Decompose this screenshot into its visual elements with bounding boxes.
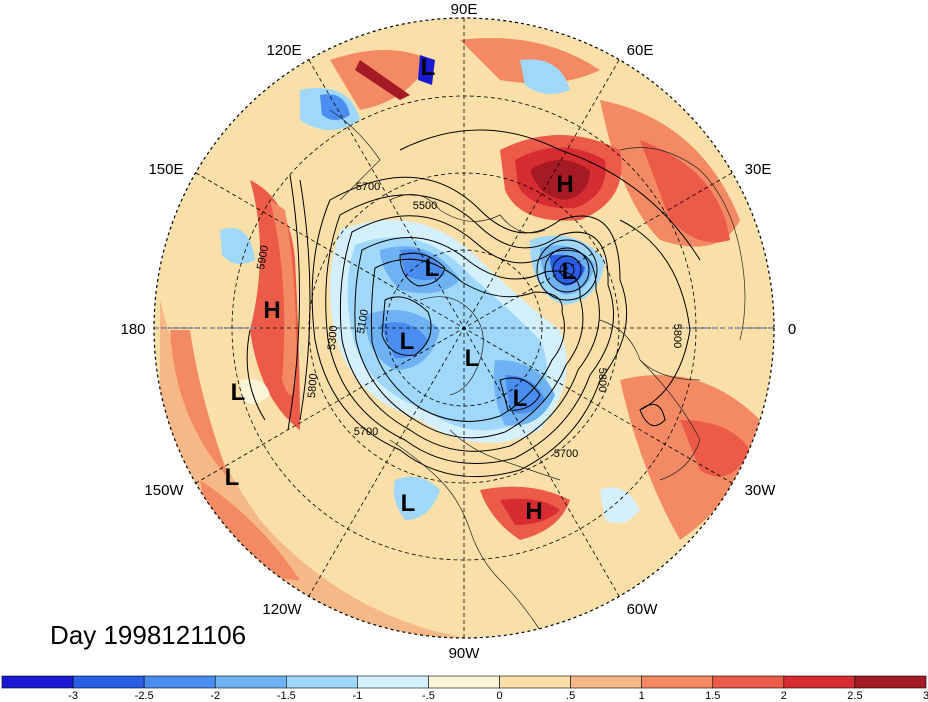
lon-label: 90W — [449, 645, 481, 662]
lon-label: 150E — [148, 161, 183, 178]
colorbar-swatch — [214, 675, 287, 689]
low-center: L — [562, 258, 577, 285]
low-center: L — [421, 54, 436, 81]
colorbar-tick-label: 0 — [496, 690, 502, 702]
lon-label: 120E — [266, 42, 301, 59]
colorbar-tick-label: -2.5 — [135, 690, 154, 702]
high-center: H — [525, 498, 542, 525]
colorbar-tick-label: 1 — [639, 690, 645, 702]
colorbar-tick-label: -3 — [68, 690, 78, 702]
contour-label: 5800 — [306, 373, 320, 398]
low-center: L — [425, 255, 440, 282]
colorbar-tick-label: 2 — [781, 690, 787, 702]
contour-label: 5500 — [413, 200, 437, 212]
low-center: L — [513, 385, 528, 412]
colorbar: -3 -2.5 -2 -1.5 -1 -.5 0 .5 1 1.5 2 2.5 3 — [1, 675, 928, 702]
low-center: L — [231, 379, 246, 406]
lon-label: 60E — [627, 42, 654, 59]
colorbar-swatch — [286, 675, 358, 689]
height-contours — [246, 129, 701, 478]
colorbar-tick-label: 1.5 — [705, 690, 720, 702]
contour-labels: 5500 5700 5100 5300 5900 5800 5800 5700 … — [255, 181, 683, 460]
high-center: H — [556, 171, 573, 198]
lon-label: 30W — [745, 482, 777, 499]
lon-label: 30E — [745, 161, 772, 178]
contour-label: 5900 — [255, 244, 271, 270]
colorbar-swatch — [641, 675, 714, 689]
date-label: Day 1998121106 — [50, 620, 247, 650]
low-center: L — [400, 328, 415, 355]
colorbar-swatch — [143, 675, 216, 689]
coastlines — [329, 109, 746, 631]
colorbar-tick-label: 3 — [923, 690, 928, 702]
colorbar-tick-label: .5 — [566, 690, 575, 702]
colorbar-swatch — [428, 675, 500, 689]
colorbar-swatch — [570, 675, 642, 689]
lon-label: 90E — [451, 1, 478, 18]
colorbar-tick-label: -1 — [352, 690, 362, 702]
contour-label: 5300 — [326, 325, 340, 350]
colorbar-swatch — [854, 675, 927, 689]
longitude-labels: 90E 60E 30E 0 30W 60W 90W 120W 150W 180 … — [120, 1, 796, 662]
contour-label: 5100 — [355, 308, 371, 334]
colorbar-swatch — [499, 675, 571, 689]
high-center: H — [263, 297, 280, 324]
colorbar-swatch — [712, 675, 785, 689]
contour-label: 5700 — [356, 181, 380, 193]
colorbar-swatch — [357, 675, 429, 689]
low-center: L — [465, 345, 480, 372]
lon-label: 150W — [144, 482, 184, 499]
colorbar-tick-label: -.5 — [422, 690, 435, 702]
colorbar-swatch — [72, 675, 145, 689]
colorbar-swatch — [783, 675, 856, 689]
contour-label: 5700 — [554, 448, 578, 460]
lon-label: 0 — [788, 321, 796, 338]
colorbar-tick-label: 2.5 — [847, 690, 862, 702]
low-center: L — [401, 490, 416, 517]
globe-outline — [153, 17, 775, 639]
contour-label: 5800 — [671, 324, 683, 348]
pressure-centers: H L L H L L L L L H L L — [225, 54, 577, 525]
colorbar-tick-label: -2 — [210, 690, 220, 702]
lon-label: 60W — [627, 601, 659, 618]
low-center: L — [225, 464, 240, 491]
lon-label: 120W — [262, 601, 302, 618]
colorbar-swatch — [1, 675, 74, 689]
colorbar-tick-label: -1.5 — [277, 690, 296, 702]
contour-label: 5800 — [596, 368, 608, 392]
lon-label: 180 — [120, 321, 145, 338]
contour-label: 5700 — [354, 426, 378, 438]
